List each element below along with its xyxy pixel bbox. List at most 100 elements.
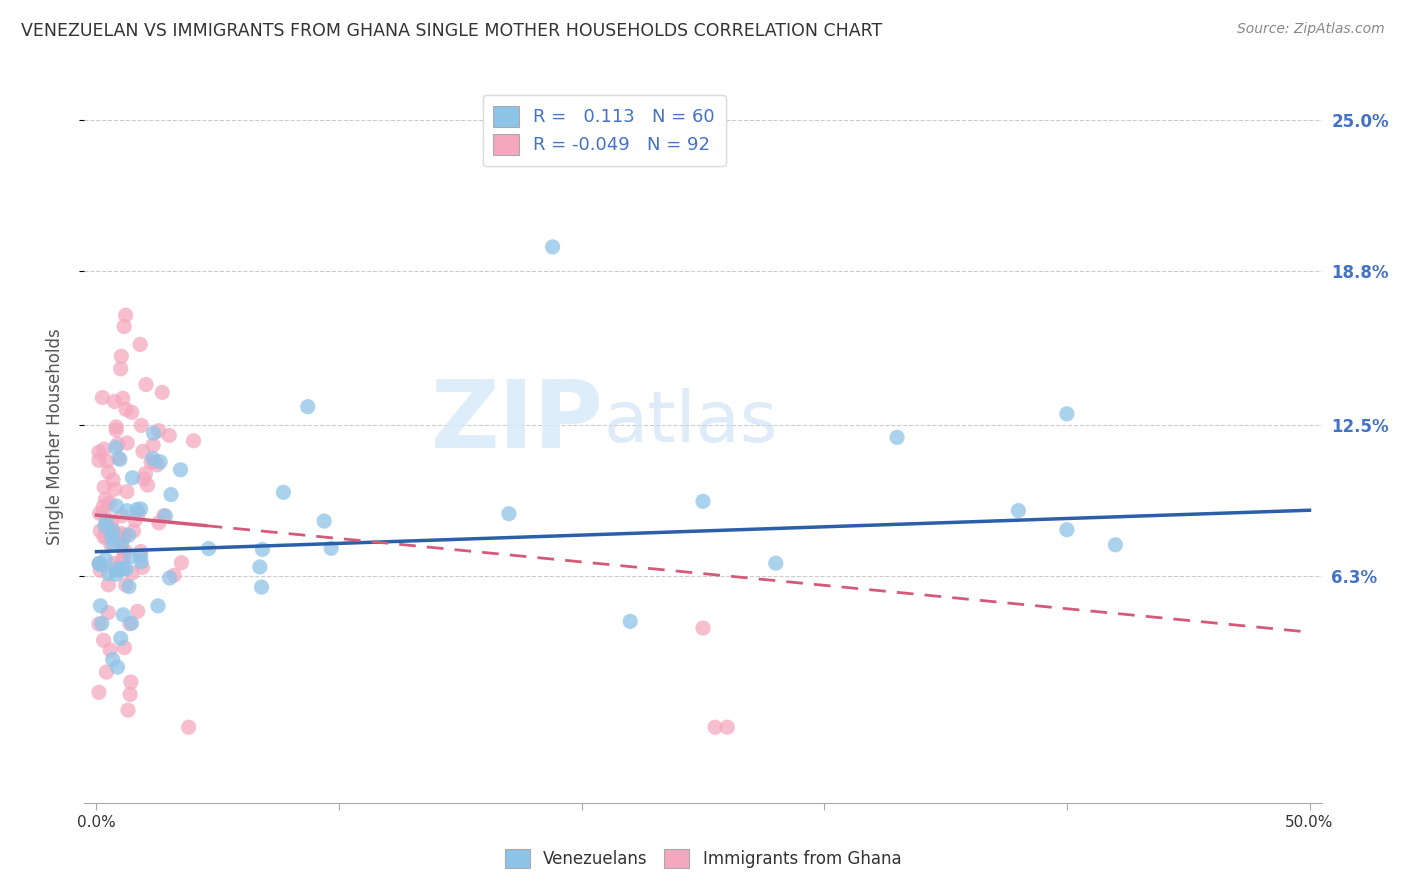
Immigrants from Ghana: [108, 540, 131, 554]
Immigrants from Ghana: [153, 508, 176, 523]
Immigrants from Ghana: [107, 451, 129, 466]
Immigrants from Ghana: [157, 428, 180, 442]
Immigrants from Ghana: [131, 560, 153, 574]
Immigrants from Ghana: [118, 616, 141, 631]
Immigrants from Ghana: [110, 349, 132, 363]
Venezuelans: [110, 538, 132, 552]
Immigrants from Ghana: [96, 665, 118, 679]
Venezuelans: [104, 562, 127, 576]
Venezuelans: [159, 571, 181, 585]
Immigrants from Ghana: [93, 480, 115, 494]
Venezuelans: [96, 514, 118, 528]
Venezuelans: [118, 528, 141, 542]
Venezuelans: [101, 652, 124, 666]
Immigrants from Ghana: [89, 557, 111, 571]
Venezuelans: [105, 499, 128, 513]
Immigrants from Ghana: [131, 418, 153, 433]
Venezuelans: [1104, 538, 1126, 552]
Immigrants from Ghana: [112, 319, 135, 334]
Venezuelans: [108, 452, 131, 467]
Immigrants from Ghana: [105, 528, 128, 542]
Venezuelans: [169, 463, 191, 477]
Immigrants from Ghana: [94, 492, 117, 507]
Venezuelans: [121, 471, 143, 485]
Immigrants from Ghana: [115, 402, 138, 417]
Immigrants from Ghana: [96, 454, 118, 468]
Legend: R =   0.113   N = 60, R = -0.049   N = 92: R = 0.113 N = 60, R = -0.049 N = 92: [482, 95, 725, 166]
Venezuelans: [314, 514, 336, 528]
Immigrants from Ghana: [110, 526, 132, 541]
Immigrants from Ghana: [139, 455, 162, 469]
Immigrants from Ghana: [94, 529, 117, 543]
Immigrants from Ghana: [114, 544, 136, 558]
Venezuelans: [142, 451, 165, 466]
Venezuelans: [498, 507, 520, 521]
Venezuelans: [886, 430, 908, 444]
Immigrants from Ghana: [89, 524, 111, 538]
Immigrants from Ghana: [120, 687, 142, 701]
Immigrants from Ghana: [129, 544, 152, 558]
Immigrants from Ghana: [134, 467, 156, 481]
Text: atlas: atlas: [605, 388, 779, 457]
Venezuelans: [100, 530, 122, 544]
Immigrants from Ghana: [97, 606, 120, 620]
Venezuelans: [129, 555, 152, 569]
Immigrants from Ghana: [91, 500, 114, 514]
Venezuelans: [112, 561, 135, 575]
Venezuelans: [129, 549, 152, 563]
Venezuelans: [110, 632, 132, 646]
Immigrants from Ghana: [120, 675, 142, 690]
Venezuelans: [90, 616, 112, 631]
Immigrants from Ghana: [114, 308, 136, 322]
Venezuelans: [121, 616, 143, 631]
Immigrants from Ghana: [101, 514, 124, 528]
Venezuelans: [619, 615, 641, 629]
Immigrants from Ghana: [93, 442, 115, 457]
Venezuelans: [142, 426, 165, 441]
Immigrants from Ghana: [129, 337, 152, 351]
Venezuelans: [104, 441, 127, 455]
Immigrants from Ghana: [89, 557, 111, 571]
Venezuelans: [129, 502, 152, 516]
Immigrants from Ghana: [150, 385, 173, 400]
Immigrants from Ghana: [148, 424, 170, 438]
Immigrants from Ghana: [136, 478, 159, 492]
Venezuelans: [149, 455, 172, 469]
Immigrants from Ghana: [124, 513, 146, 527]
Immigrants from Ghana: [103, 557, 125, 571]
Immigrants from Ghana: [87, 617, 110, 632]
Immigrants from Ghana: [108, 563, 131, 577]
Immigrants from Ghana: [98, 496, 121, 510]
Immigrants from Ghana: [177, 720, 200, 734]
Immigrants from Ghana: [117, 436, 139, 450]
Immigrants from Ghana: [91, 391, 114, 405]
Venezuelans: [1056, 407, 1078, 421]
Immigrants from Ghana: [111, 551, 134, 566]
Venezuelans: [107, 660, 129, 674]
Immigrants from Ghana: [100, 537, 122, 551]
Immigrants from Ghana: [94, 519, 117, 533]
Immigrants from Ghana: [87, 685, 110, 699]
Immigrants from Ghana: [121, 566, 143, 580]
Venezuelans: [94, 552, 117, 566]
Immigrants from Ghana: [101, 521, 124, 535]
Venezuelans: [1056, 523, 1078, 537]
Venezuelans: [120, 549, 142, 564]
Immigrants from Ghana: [127, 507, 149, 521]
Immigrants from Ghana: [97, 465, 120, 479]
Immigrants from Ghana: [107, 437, 129, 451]
Venezuelans: [155, 508, 177, 523]
Immigrants from Ghana: [132, 472, 155, 486]
Immigrants from Ghana: [183, 434, 205, 448]
Immigrants from Ghana: [716, 720, 738, 734]
Venezuelans: [249, 560, 271, 574]
Text: ZIP: ZIP: [432, 376, 605, 468]
Venezuelans: [1007, 503, 1029, 517]
Venezuelans: [160, 487, 183, 501]
Venezuelans: [197, 541, 219, 556]
Immigrants from Ghana: [121, 405, 143, 419]
Immigrants from Ghana: [105, 420, 128, 434]
Text: VENEZUELAN VS IMMIGRANTS FROM GHANA SINGLE MOTHER HOUSEHOLDS CORRELATION CHART: VENEZUELAN VS IMMIGRANTS FROM GHANA SING…: [21, 22, 883, 40]
Venezuelans: [273, 485, 295, 500]
Immigrants from Ghana: [97, 578, 120, 592]
